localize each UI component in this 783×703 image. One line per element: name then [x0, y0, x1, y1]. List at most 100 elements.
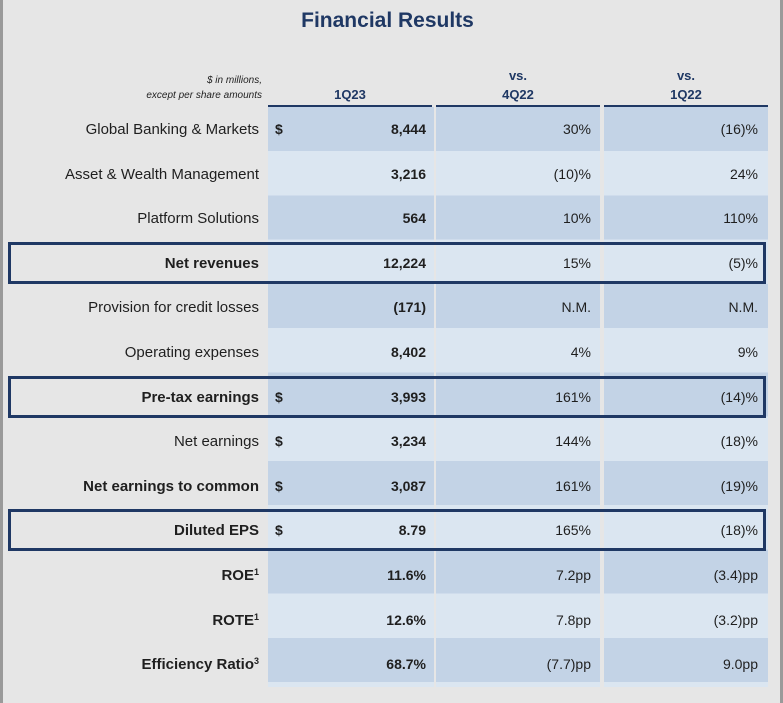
row-label: Asset & Wealth Management [0, 166, 259, 183]
table-row: Net earnings to common $3,087 161% (19)% [0, 464, 775, 508]
row-label-text: Net earnings [173, 432, 259, 450]
value-vs-4q22: 30% [562, 121, 591, 137]
row-label-text: Net earnings to common [83, 477, 259, 495]
units-note: $ in millions, except per share amounts [100, 73, 262, 103]
column-vs-1q22-band [604, 107, 768, 687]
value-vs-1q22: N.M. [728, 299, 758, 315]
row-label: Efficiency Ratio3 [0, 656, 259, 673]
header-1q23: 1Q23 [334, 87, 366, 102]
column-1q23-band [268, 107, 434, 687]
value-1q23: 3,087 [390, 478, 426, 494]
header-4q22-label: 4Q22 [502, 87, 534, 102]
row-label-text: Efficiency Ratio [141, 655, 254, 673]
value-1q23: 12,224 [383, 255, 426, 271]
table-row: ROTE1 12.6% 7.8pp (3.2)pp [0, 598, 775, 642]
value-vs-4q22: 144% [555, 433, 591, 449]
currency-symbol: $ [275, 478, 283, 494]
row-label: ROE1 [0, 567, 259, 584]
value-vs-1q22: (19)% [720, 478, 758, 494]
row-label-text: Net revenues [164, 254, 259, 272]
value-vs-1q22: 9% [737, 344, 758, 360]
value-1q23: 12.6% [386, 612, 426, 628]
row-label: Net earnings [0, 433, 259, 450]
row-label: Net revenues [0, 255, 259, 272]
page-title: Financial Results [301, 9, 474, 32]
table-row: Provision for credit losses (171) N.M. N.M. [0, 285, 775, 329]
value-vs-4q22: 7.2pp [555, 567, 591, 583]
header-vs-label: vs. [676, 68, 696, 83]
header-underline [268, 105, 432, 107]
currency-symbol: $ [275, 522, 283, 538]
value-vs-1q22: (16)% [720, 121, 758, 137]
currency-symbol: $ [275, 433, 283, 449]
value-vs-1q22: (14)% [720, 389, 758, 405]
value-vs-4q22: 161% [555, 389, 591, 405]
row-label: Global Banking & Markets [0, 121, 259, 138]
value-1q23: 564 [402, 210, 426, 226]
value-1q23: 3,993 [390, 389, 426, 405]
value-vs-4q22: 4% [570, 344, 591, 360]
table-row: Net revenues 12,224 15% (5)% [0, 241, 775, 285]
header-vs-label: vs. [508, 68, 528, 83]
value-vs-1q22: (3.4)pp [713, 567, 758, 583]
value-vs-4q22: (7.7)pp [546, 656, 591, 672]
table-row: Platform Solutions 564 10% 110% [0, 196, 775, 240]
row-label-text: Platform Solutions [137, 209, 259, 227]
value-vs-1q22: (3.2)pp [713, 612, 758, 628]
value-1q23: 8.79 [398, 522, 426, 538]
currency-symbol: $ [275, 121, 283, 137]
value-vs-4q22: 165% [555, 522, 591, 538]
column-vs-4q22-band [436, 107, 600, 687]
table-row: Efficiency Ratio3 68.7% (7.7)pp 9.0pp [0, 642, 775, 686]
row-label-text: Asset & Wealth Management [65, 165, 259, 183]
row-label-text: Operating expenses [124, 343, 259, 361]
row-label: Operating expenses [0, 344, 259, 361]
header-1q22-label: 1Q22 [670, 87, 702, 102]
value-vs-1q22: 110% [723, 210, 758, 226]
value-vs-4q22: 161% [555, 478, 591, 494]
footnote-marker: 1 [253, 611, 259, 622]
table-row: Net earnings $3,234 144% (18)% [0, 419, 775, 463]
row-label: Pre-tax earnings [0, 389, 259, 406]
footnote-marker: 1 [253, 566, 259, 577]
table-row: Pre-tax earnings $3,993 161% (14)% [0, 375, 775, 419]
value-1q23: 8,444 [390, 121, 426, 137]
value-1q23: 11.6% [387, 567, 426, 583]
units-note-line2: except per share amounts [146, 90, 262, 101]
row-label-text: Global Banking & Markets [85, 120, 259, 138]
header-vs-1q22: vs. 1Q22 [604, 66, 768, 104]
row-label-text: ROTE [212, 611, 254, 629]
highlight-box [8, 242, 766, 284]
footnote-marker: 3 [253, 655, 259, 666]
right-edge [780, 0, 783, 703]
value-vs-4q22: N.M. [561, 299, 591, 315]
value-1q23: 68.7% [386, 656, 426, 672]
value-vs-4q22: 15% [562, 255, 591, 271]
value-vs-1q22: (5)% [728, 255, 758, 271]
value-1q23: (171) [393, 299, 426, 315]
units-note-line1: $ in millions, [206, 75, 262, 86]
row-label: Diluted EPS [0, 522, 259, 539]
table-row: Asset & Wealth Management 3,216 (10)% 24% [0, 152, 775, 196]
value-vs-4q22: 7.8pp [555, 612, 591, 628]
highlight-box [8, 509, 766, 551]
row-label-text: Pre-tax earnings [141, 388, 259, 406]
table-row: Global Banking & Markets $8,444 30% (16)% [0, 107, 775, 151]
row-label: Platform Solutions [0, 210, 259, 227]
row-label-text: Diluted EPS [173, 521, 259, 539]
value-vs-1q22: 9.0pp [722, 656, 758, 672]
row-label-text: ROE [221, 566, 254, 584]
value-vs-1q22: 24% [729, 166, 758, 182]
value-vs-4q22: (10)% [553, 166, 591, 182]
row-label: Net earnings to common [0, 478, 259, 495]
table-row: ROE1 11.6% 7.2pp (3.4)pp [0, 553, 775, 597]
value-1q23: 3,234 [390, 433, 426, 449]
value-vs-4q22: 10% [562, 210, 591, 226]
row-label: ROTE1 [0, 612, 259, 629]
header-underline [436, 105, 600, 107]
highlight-box [8, 376, 766, 418]
header-underline [604, 105, 768, 107]
row-label-text: Provision for credit losses [88, 298, 259, 316]
value-1q23: 3,216 [390, 166, 426, 182]
table-row: Operating expenses 8,402 4% 9% [0, 330, 775, 374]
